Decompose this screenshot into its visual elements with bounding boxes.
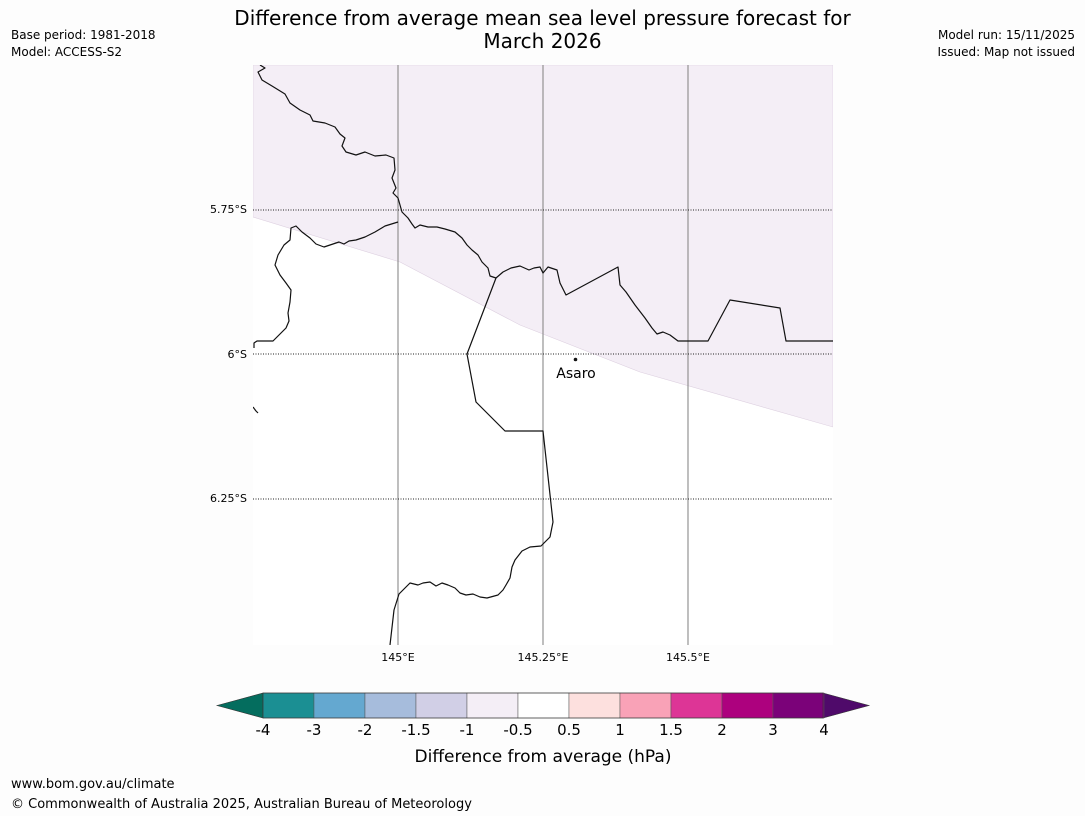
footer-url[interactable]: www.bom.gov.au/climate <box>11 777 175 792</box>
colorbar-segment <box>619 692 672 719</box>
colorbar-segment <box>364 692 417 719</box>
colorbar-tick-label: 0.5 <box>557 721 581 739</box>
footer-copyright: © Commonwealth of Australia 2025, Austra… <box>11 797 472 812</box>
colorbar-outline <box>262 692 824 719</box>
colorbar-tick-label: -3 <box>307 721 322 739</box>
boundary-fragment <box>253 406 259 414</box>
colorbar-segment <box>262 692 315 719</box>
map-title: Difference from average mean sea level p… <box>185 7 900 53</box>
colorbar-tick-label: -1 <box>460 721 475 739</box>
colorbar-tick-label: 1 <box>615 721 625 739</box>
footer: www.bom.gov.au/climate © Commonwealth of… <box>11 775 472 815</box>
province-boundary-west <box>253 221 399 348</box>
colorbar-segment <box>466 692 519 719</box>
colorbar-tick-label: 2 <box>717 721 727 739</box>
lon-label-145-5: 145.5°E <box>666 651 710 664</box>
colorbar-tick-label: -0.5 <box>503 721 532 739</box>
lon-label-145-25: 145.25°E <box>518 651 569 664</box>
colorbar-segment <box>517 692 570 719</box>
colorbar: -4 -3 -2 -1.5 -1 -0.5 0.5 1 1.5 2 3 4 Difference fr… <box>215 692 871 767</box>
lat-label-6-25: 6.25°S <box>210 492 247 505</box>
colorbar-segment <box>568 692 621 719</box>
base-period: Base period: 1981-2018 <box>11 28 156 42</box>
colorbar-segment <box>772 692 825 719</box>
lat-label-6: 6°S <box>228 348 247 361</box>
meta-right: Model run: 15/11/2025 Issued: Map not is… <box>937 27 1075 61</box>
colorbar-extend-high <box>822 692 871 719</box>
model-name: Model: ACCESS-S2 <box>11 45 123 59</box>
colorbar-tick-label: -2 <box>358 721 373 739</box>
colorbar-tick-label: 1.5 <box>659 721 683 739</box>
title-line-2: March 2026 <box>483 29 602 53</box>
province-boundary-north <box>257 65 833 342</box>
colorbar-label: Difference from average (hPa) <box>415 747 672 767</box>
colorbar-tick-label: -1.5 <box>401 721 430 739</box>
colorbar-segment <box>670 692 723 719</box>
colorbar-segment <box>313 692 366 719</box>
colorbar-segment <box>721 692 774 719</box>
lat-label-5-75: 5.75°S <box>210 203 247 216</box>
title-line-1: Difference from average mean sea level p… <box>234 6 851 30</box>
asaro-label: Asaro <box>556 366 595 382</box>
colorbar-extend-low <box>215 692 264 719</box>
district-boundary <box>389 277 554 645</box>
colorbar-segment <box>415 692 468 719</box>
model-run: Model run: 15/11/2025 <box>937 28 1075 42</box>
issued-status: Issued: Map not issued <box>937 45 1075 59</box>
colorbar-tick-label: 3 <box>768 721 778 739</box>
colorbar-tick-label: -4 <box>256 721 271 739</box>
meta-left: Base period: 1981-2018 Model: ACCESS-S2 <box>11 27 156 61</box>
colorbar-tick-label: 4 <box>819 721 829 739</box>
lon-label-145: 145°E <box>381 651 414 664</box>
asaro-marker <box>573 357 578 362</box>
